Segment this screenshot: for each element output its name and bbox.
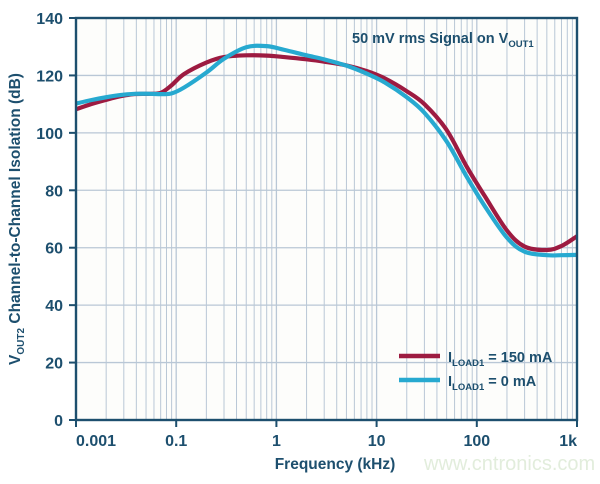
legend-label-0ma: ILOAD1 = 0 mA [448, 374, 537, 393]
y-title-subscript: OUT2 [16, 327, 27, 354]
y-tick-label: 100 [36, 126, 63, 143]
legend-1-subscript: LOAD1 [452, 382, 485, 393]
legend-0-symbol: I [448, 350, 452, 366]
grid-minor-lines [105, 18, 573, 420]
x-tick-label: 0.1 [165, 433, 187, 450]
y-tick-label: 60 [45, 241, 63, 258]
x-tick-label: 10 [368, 433, 386, 450]
legend-0-subscript: LOAD1 [452, 358, 485, 369]
svg-text:VOUT2 Channel-to-Channel Isola: VOUT2 Channel-to-Channel Isolation (dB) [7, 73, 27, 365]
y-axis-title: VOUT2 Channel-to-Channel Isolation (dB) [7, 73, 27, 365]
legend: ILOAD1 = 150 mA ILOAD1 = 0 mA [399, 350, 553, 393]
y-title-symbol: V [7, 354, 24, 365]
y-tick-label: 20 [45, 356, 63, 373]
y-tick-label: 40 [45, 298, 63, 315]
annotation-subscript: OUT1 [508, 39, 534, 50]
legend-label-150ma: ILOAD1 = 150 mA [448, 350, 553, 369]
annotation-prefix: 50 mV rms Signal on V [352, 31, 509, 47]
x-tick-label: 1 [272, 433, 281, 450]
data-series-layer [76, 43, 577, 258]
x-axis-tick-labels: 0.001 0.1 1 10 100 1k [76, 433, 577, 450]
y-tick-label: 140 [36, 11, 63, 28]
x-tick-label: 1k [559, 433, 577, 450]
y-tick-label: 80 [45, 183, 63, 200]
x-tick-label: 0.001 [76, 433, 116, 450]
y-tick-label: 120 [36, 68, 63, 85]
grid-major-y-lines [76, 74, 577, 364]
svg-text:50 mV rms Signal on VOUT1: 50 mV rms Signal on VOUT1 [352, 31, 534, 50]
legend-1-text: = 0 mA [484, 374, 537, 390]
grid-major-x-lines [175, 18, 478, 420]
y-title-rest: Channel-to-Channel Isolation (dB) [7, 73, 24, 328]
y-tick-label: 0 [54, 413, 63, 430]
plot-frame [74, 16, 579, 422]
annotation-label: 50 mV rms Signal on VOUT1 [352, 31, 534, 50]
legend-0-text: = 150 mA [484, 350, 553, 366]
x-tick-label: 100 [463, 433, 490, 450]
series-line-0ma [76, 43, 577, 258]
y-axis-tick-labels: 0 20 40 60 80 100 120 140 [36, 11, 63, 430]
legend-1-symbol: I [448, 374, 452, 390]
watermark-text: www.cntronics.com [423, 453, 595, 475]
x-axis-title: Frequency (kHz) [275, 456, 396, 473]
